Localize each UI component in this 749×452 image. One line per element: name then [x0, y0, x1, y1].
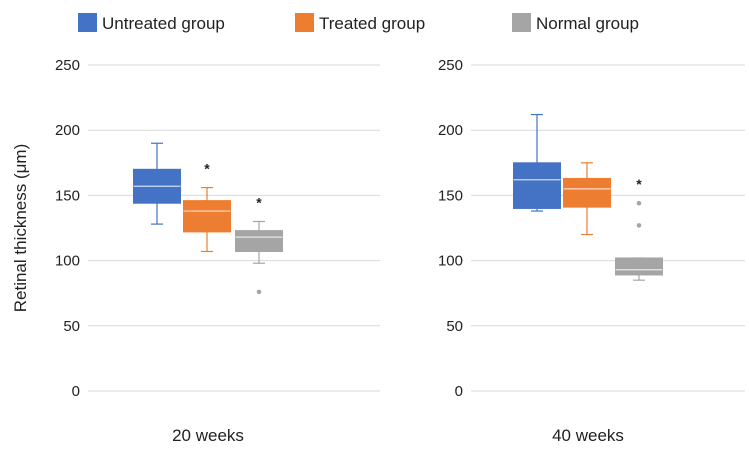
- legend-label: Normal group: [536, 14, 639, 33]
- y-tick-label: 100: [55, 253, 80, 270]
- box-3: *: [235, 194, 283, 295]
- significance-marker: *: [256, 194, 262, 210]
- y-axis-title-group: Retinal thickness (μm): [11, 144, 30, 313]
- legend-swatch: [295, 13, 314, 32]
- legend-label: Treated group: [319, 14, 425, 33]
- box-3: *: [615, 176, 663, 281]
- outlier-point: [636, 223, 642, 228]
- box-body: [183, 200, 231, 233]
- panel-1: 0 50 100 150 200 250 * * 20 weeks: [55, 57, 380, 445]
- box-body: [615, 257, 663, 276]
- y-tick-label: 250: [55, 57, 80, 74]
- significance-marker: *: [636, 176, 642, 192]
- y-tick-label: 200: [438, 122, 463, 139]
- outlier-point: [256, 289, 262, 295]
- box-1: [513, 113, 561, 212]
- significance-marker: *: [204, 161, 210, 177]
- y-tick-label: 200: [55, 122, 80, 139]
- y-tick-label: 50: [63, 318, 80, 335]
- y-tick-label: 0: [72, 383, 80, 400]
- box-1: [133, 142, 181, 225]
- x-axis-title: 20 weeks: [172, 426, 244, 445]
- box-body: [563, 177, 611, 208]
- y-tick-label: 100: [438, 253, 463, 270]
- outlier-point: [636, 200, 642, 206]
- legend-swatch: [512, 13, 531, 32]
- legend: Untreated group Treated group Normal group: [78, 13, 639, 33]
- box-2: [563, 162, 611, 236]
- legend-label: Untreated group: [102, 14, 225, 33]
- y-tick-label: 150: [438, 187, 463, 204]
- panel-2: 0 50 100 150 200 250 * 40 weeks: [438, 57, 745, 445]
- panels: 0 50 100 150 200 250 * * 20 weeks 0 50 100 150 200 250…: [55, 57, 745, 445]
- y-tick-label: 0: [455, 383, 463, 400]
- y-tick-label: 250: [438, 57, 463, 74]
- box-body: [513, 162, 561, 209]
- legend-swatch: [78, 13, 97, 32]
- box-2: *: [183, 161, 231, 253]
- box-body: [235, 230, 283, 252]
- y-axis-title: Retinal thickness (μm): [11, 144, 30, 313]
- x-axis-title: 40 weeks: [552, 426, 624, 445]
- y-tick-label: 50: [446, 318, 463, 335]
- y-tick-label: 150: [55, 187, 80, 204]
